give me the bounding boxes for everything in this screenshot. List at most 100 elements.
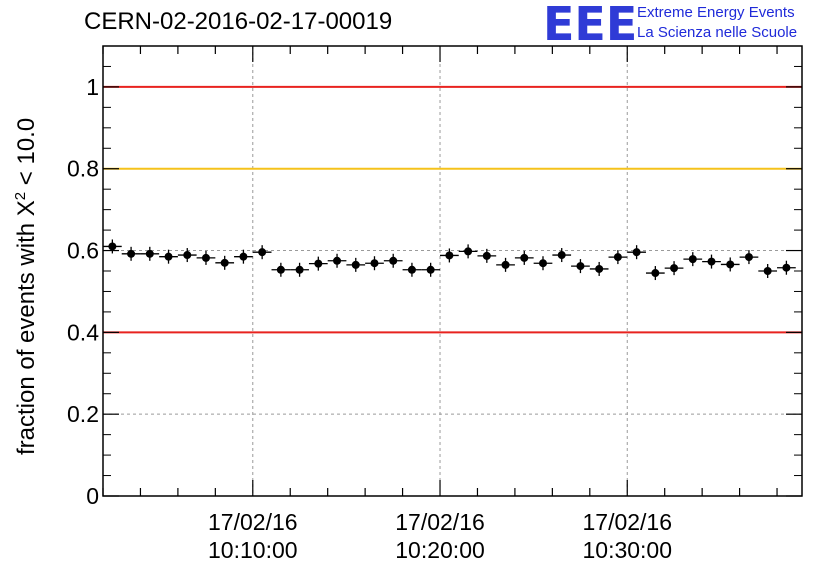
x-tick-label: 17/02/16 10:10:00 (183, 508, 323, 564)
data-marker (538, 259, 547, 268)
data-point (440, 248, 459, 263)
data-marker (595, 264, 604, 273)
data-marker (445, 251, 454, 260)
y-tick-label: 0.4 (67, 319, 99, 345)
data-marker (707, 257, 716, 266)
data-point (234, 249, 253, 264)
data-point (290, 262, 309, 277)
data-point (177, 248, 197, 263)
data-point (383, 253, 403, 268)
x-tick-label: 17/02/16 10:20:00 (370, 508, 510, 564)
data-marker (651, 269, 660, 278)
data-point (458, 244, 478, 259)
data-point (589, 261, 609, 276)
data-marker (127, 249, 136, 258)
y-tick-label: 0.2 (67, 401, 99, 427)
data-point (159, 249, 178, 264)
data-marker (201, 253, 210, 262)
x-tick-label: 17/02/16 10:30:00 (557, 508, 697, 564)
data-marker (239, 252, 248, 261)
data-marker (108, 242, 117, 251)
data-marker (688, 255, 697, 264)
y-tick-label: 0.6 (67, 238, 99, 264)
data-marker (426, 265, 435, 274)
data-point (720, 257, 740, 272)
data-marker (295, 265, 304, 274)
data-point (402, 262, 422, 277)
data-marker (744, 253, 753, 262)
data-point (271, 262, 291, 277)
data-marker (164, 252, 173, 261)
y-tick-label: 1 (86, 74, 99, 100)
y-axis-label-suffix: < 10.0 (13, 117, 40, 192)
data-marker (183, 251, 192, 260)
data-point (365, 256, 384, 271)
data-point (421, 262, 441, 277)
data-point (121, 246, 141, 261)
data-marker (314, 259, 323, 268)
grid-lines (103, 46, 802, 496)
data-marker (351, 260, 360, 269)
data-point (533, 256, 553, 271)
plot-frame (102, 45, 803, 497)
data-marker (632, 248, 641, 257)
x-tick-date: 17/02/16 (395, 509, 485, 535)
x-tick-time: 10:10:00 (208, 537, 298, 563)
x-tick-time: 10:20:00 (395, 537, 485, 563)
y-axis-label-prefix: fraction of events with X (13, 200, 40, 455)
data-marker (407, 265, 416, 274)
data-point (552, 248, 572, 263)
data-marker (333, 256, 342, 265)
data-point (327, 253, 347, 268)
logo-caption-line1: Extreme Energy Events (637, 4, 795, 21)
data-point (103, 239, 122, 254)
data-marker (501, 260, 510, 269)
data-point (627, 245, 646, 260)
data-marker (258, 248, 267, 257)
axis-ticks (102, 46, 802, 497)
data-marker (763, 267, 772, 275)
data-marker (370, 259, 379, 268)
data-marker (220, 258, 229, 267)
data-point (308, 256, 328, 271)
data-point (683, 252, 703, 267)
data-point (477, 248, 497, 263)
x-tick-date: 17/02/16 (582, 509, 673, 535)
logo-caption: Extreme Energy Events La Scienza nelle S… (637, 3, 797, 43)
y-tick-label: 0.8 (67, 156, 99, 182)
data-marker (520, 253, 529, 262)
data-marker (782, 263, 791, 272)
data-point (702, 254, 721, 269)
y-tick-label: 0 (86, 483, 99, 509)
data-marker (576, 262, 585, 271)
data-marker (482, 251, 491, 260)
data-point (664, 261, 684, 276)
data-marker (464, 247, 473, 256)
data-marker (557, 251, 566, 260)
y-axis-label: fraction of events with X2 < 10.0 (12, 35, 46, 455)
y-axis-label-sup: 2 (12, 191, 29, 201)
data-point (514, 250, 534, 265)
data-marker (145, 249, 154, 258)
logo-caption-line2: La Scienza nelle Scuole (637, 24, 798, 41)
data-point (140, 246, 160, 261)
data-marker (276, 265, 285, 274)
data-marker (613, 253, 622, 262)
data-point (571, 259, 590, 274)
data-point (496, 257, 515, 272)
data-marker (726, 260, 735, 269)
data-point (252, 245, 272, 260)
data-point (196, 250, 216, 265)
y-tick-labels: 0 0.2 0.4 0.6 0.8 1 (67, 74, 99, 509)
data-point (739, 250, 759, 265)
data-point (777, 260, 796, 275)
data-point (608, 250, 628, 265)
data-point (645, 266, 665, 281)
reference-lines (103, 85, 802, 334)
chart-title: CERN-02-2016-02-17-00019 (84, 8, 393, 35)
data-points (103, 239, 796, 281)
data-point (346, 257, 366, 272)
x-tick-date: 17/02/16 (208, 509, 298, 535)
x-tick-time: 10:30:00 (582, 537, 673, 563)
